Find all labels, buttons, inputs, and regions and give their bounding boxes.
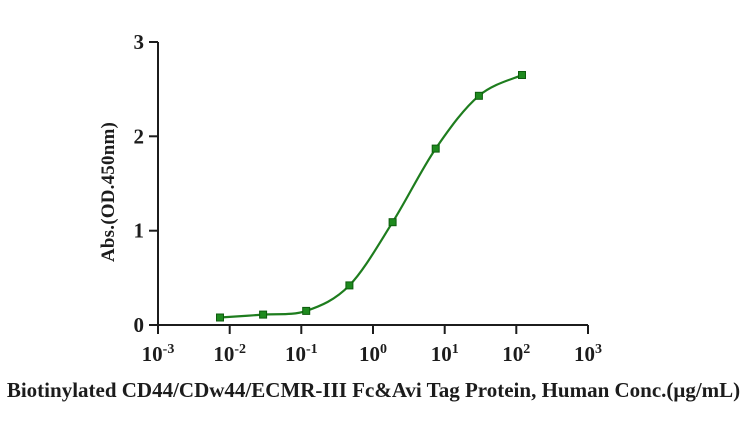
data-point-marker [345,281,354,290]
x-tick-label: 10-1 [285,342,318,366]
y-tick-label: 3 [134,30,145,54]
data-point-marker [302,306,311,315]
y-tick-label: 1 [134,219,145,243]
y-tick-label: 2 [134,124,145,148]
y-axis-title: Abs.(OD.450nm) [98,121,119,263]
x-tick-label: 103 [574,342,602,366]
data-point-marker [518,71,526,79]
x-tick-label: 10-2 [213,342,246,366]
fit-curve [219,73,523,319]
axes: 0 1 2 3 10-3 10-2 10-1 100 101 102 103 [134,30,603,366]
axis-spines [157,42,588,326]
data-points [216,71,526,322]
data-point-marker [216,313,224,322]
x-tick-label: 101 [431,342,459,366]
x-axis-title: Biotinylated CD44/CDw44/ECMR-III Fc&Avi … [6,378,741,402]
data-point-marker [431,144,440,153]
data-point-marker [259,310,268,319]
x-tick-label: 10-3 [142,342,175,366]
x-tick-label: 100 [359,342,387,366]
data-point-marker [474,91,483,100]
y-tick-label: 0 [134,313,145,337]
data-point-marker [388,218,397,227]
x-tick-label: 102 [502,342,530,366]
